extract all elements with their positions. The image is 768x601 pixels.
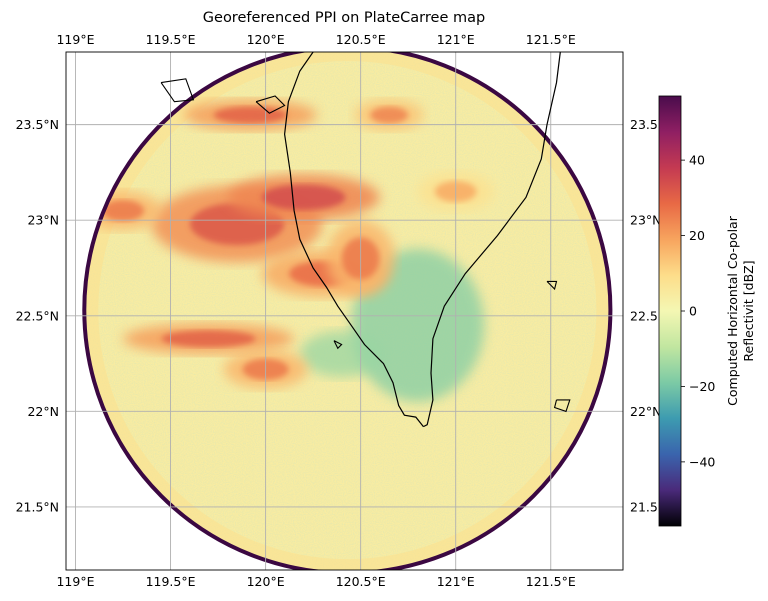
- radar-echo-core: [261, 184, 346, 210]
- island-outline: [255, 95, 286, 114]
- x-tick-label-top: 119.5°E: [146, 32, 196, 47]
- radar-edge-band: [86, 52, 609, 570]
- y-tick-label-right: 22°N: [630, 404, 662, 419]
- map-title: Georeferenced PPI on PlateCarree map: [203, 10, 485, 26]
- colorbar: 40 20 0 −20 −40 Computed Horizontal Co-polar…: [658, 95, 756, 527]
- colorbar-label-line1: Computed Horizontal Co-polar: [725, 215, 740, 406]
- x-tick-label-bottom: 119°E: [56, 574, 94, 589]
- radar-echo-core: [161, 330, 256, 348]
- y-tick-label-left: 22.5°N: [16, 308, 59, 323]
- x-ticks-top: 119°E 119.5°E 120°E 120.5°E 121°E 121.5°E: [56, 32, 575, 47]
- coastline-east: [423, 52, 561, 428]
- island-outline: [333, 340, 343, 350]
- x-tick-label-top: 119°E: [56, 32, 94, 47]
- island-outline: [546, 280, 558, 291]
- colorbar-tick-label: 40: [689, 153, 705, 168]
- coastline-west: [283, 52, 424, 427]
- colorbar-ticks: 40 20 0 −20 −40: [681, 153, 715, 469]
- coastlines: [160, 52, 571, 428]
- x-tick-label-top: 121.5°E: [526, 32, 576, 47]
- y-tick-label-left: 23.5°N: [16, 117, 59, 132]
- gridlines: [66, 52, 623, 570]
- map-frame: [65, 51, 624, 571]
- y-tick-label-right: 23°N: [630, 213, 662, 228]
- y-ticks-right: 23.5 23°N 22.5 22°N 21.5: [630, 117, 662, 514]
- colorbar-tick-label: 0: [689, 304, 697, 319]
- y-ticks-left: 23.5°N 23°N 22.5°N 22°N 21.5°N: [16, 117, 59, 514]
- y-tick-label-right: 22.5: [630, 308, 658, 323]
- radar-reflectivity-layer: [84, 52, 611, 570]
- island-outline: [553, 399, 571, 413]
- y-tick-label-right: 23.5: [630, 117, 658, 132]
- x-tick-label-bottom: 121°E: [437, 574, 475, 589]
- y-tick-label-left: 23°N: [27, 213, 59, 228]
- x-tick-label-bottom: 120.5°E: [336, 574, 386, 589]
- colorbar-tick-label: 20: [689, 228, 705, 243]
- x-ticks-bottom: 119°E 119.5°E 120°E 120.5°E 121°E 121.5°E: [56, 574, 575, 589]
- radar-low-reflectivity-zone: [299, 331, 384, 377]
- x-tick-label-bottom: 119.5°E: [146, 574, 196, 589]
- x-tick-label-top: 120.5°E: [336, 32, 386, 47]
- radar-low-reflectivity-zone: [351, 248, 485, 402]
- colorbar-gradient: [658, 95, 682, 527]
- radar-echo-core: [370, 106, 408, 124]
- map-area: [66, 52, 623, 570]
- x-tick-label-top: 120°E: [247, 32, 285, 47]
- radar-noise-texture: [84, 52, 611, 570]
- x-tick-label-bottom: 120°E: [247, 574, 285, 589]
- colorbar-label-line2: Reflectivit [dBZ]: [741, 260, 756, 361]
- y-tick-label-left: 22°N: [27, 404, 59, 419]
- radar-echo-core: [102, 200, 144, 222]
- colorbar-tick-label: −20: [689, 379, 715, 394]
- radar-range-ring: [82, 52, 613, 570]
- y-tick-label-left: 21.5°N: [16, 499, 59, 514]
- colorbar-tick-label: −40: [689, 454, 715, 469]
- x-tick-label-top: 121°E: [437, 32, 475, 47]
- x-tick-label-bottom: 121.5°E: [526, 574, 576, 589]
- radar-echo-core: [213, 106, 287, 124]
- island-outline: [160, 78, 195, 103]
- y-tick-label-right: 21.5: [630, 499, 658, 514]
